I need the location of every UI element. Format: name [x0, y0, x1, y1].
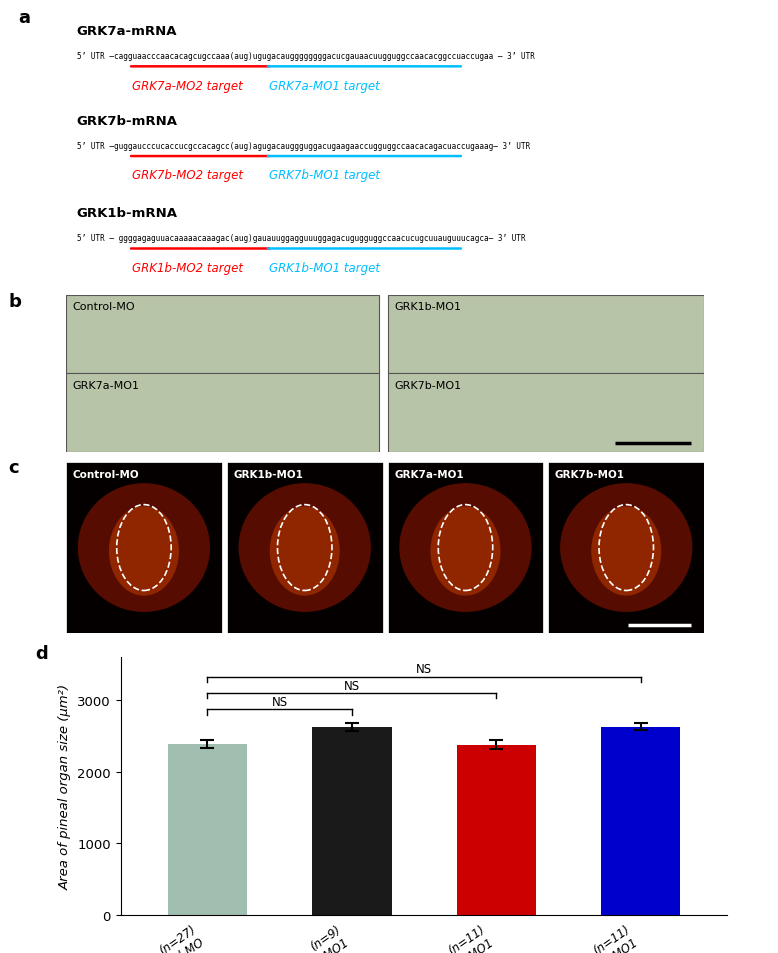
Text: Control-MO: Control-MO: [72, 469, 139, 479]
Text: GRK7a-MO1: GRK7a-MO1: [394, 469, 464, 479]
Ellipse shape: [430, 507, 500, 596]
Bar: [388, 375, 704, 453]
Text: b: b: [9, 293, 22, 311]
Bar: [548, 462, 704, 634]
Ellipse shape: [239, 484, 371, 613]
Text: GRK7b-MO1: GRK7b-MO1: [394, 380, 462, 391]
Bar: [388, 295, 704, 375]
Text: NS: NS: [416, 662, 432, 676]
Text: GRK7b-MO2 target: GRK7b-MO2 target: [131, 169, 243, 182]
Text: GRK7b-MO1 target: GRK7b-MO1 target: [268, 169, 380, 182]
Text: NS: NS: [344, 679, 360, 692]
Bar: [457, 745, 536, 915]
Bar: [66, 375, 379, 453]
Ellipse shape: [78, 484, 210, 613]
Text: a: a: [19, 9, 30, 27]
Bar: [601, 727, 681, 915]
Y-axis label: Area of pineal organ size (μm²): Area of pineal organ size (μm²): [58, 683, 72, 889]
Bar: [66, 295, 379, 375]
Ellipse shape: [591, 507, 661, 596]
Text: GRK7a-mRNA: GRK7a-mRNA: [77, 25, 177, 38]
Text: 5’ UTR —guggaucccucaccucgccacagcc(aug)agugacauggguggacugaagaaccugguggccaacacagac: 5’ UTR —guggaucccucaccucgccacagcc(aug)ag…: [77, 142, 530, 151]
Text: GRK7b-MO1: GRK7b-MO1: [555, 469, 625, 479]
Text: GRK1b-MO2 target: GRK1b-MO2 target: [131, 261, 243, 274]
Text: GRK1b-MO1 target: GRK1b-MO1 target: [268, 261, 380, 274]
Text: c: c: [9, 458, 19, 476]
Bar: [167, 744, 247, 915]
Text: d: d: [36, 645, 48, 662]
Text: GRK1b-MO1: GRK1b-MO1: [394, 302, 461, 312]
Ellipse shape: [560, 484, 692, 613]
Bar: [227, 462, 383, 634]
Text: GRK7a-MO1 target: GRK7a-MO1 target: [268, 79, 380, 92]
Text: GRK7a-MO2 target: GRK7a-MO2 target: [131, 79, 243, 92]
Ellipse shape: [109, 507, 179, 596]
Text: GRK1b-mRNA: GRK1b-mRNA: [77, 207, 178, 220]
Bar: [387, 462, 543, 634]
Text: GRK7b-mRNA: GRK7b-mRNA: [77, 114, 178, 128]
Ellipse shape: [399, 484, 531, 613]
Text: GRK7a-MO1: GRK7a-MO1: [72, 380, 139, 391]
Text: NS: NS: [272, 696, 288, 708]
Text: Control-MO: Control-MO: [72, 302, 135, 312]
Bar: [66, 462, 222, 634]
Text: 5’ UTR — ggggagaguuacaaaaacaaagac(aug)gauauuggagguuuggagacugugguggccaacucugcuuau: 5’ UTR — ggggagaguuacaaaaacaaagac(aug)ga…: [77, 233, 525, 243]
Bar: [312, 728, 391, 915]
Ellipse shape: [270, 507, 340, 596]
Text: GRK1b-MO1: GRK1b-MO1: [233, 469, 303, 479]
Text: 5’ UTR —cagguaacccaacacagcugccaaa(aug)ugugacauggggggggacucgauaacuugguggccaacacgg: 5’ UTR —cagguaacccaacacagcugccaaa(aug)ug…: [77, 51, 534, 61]
